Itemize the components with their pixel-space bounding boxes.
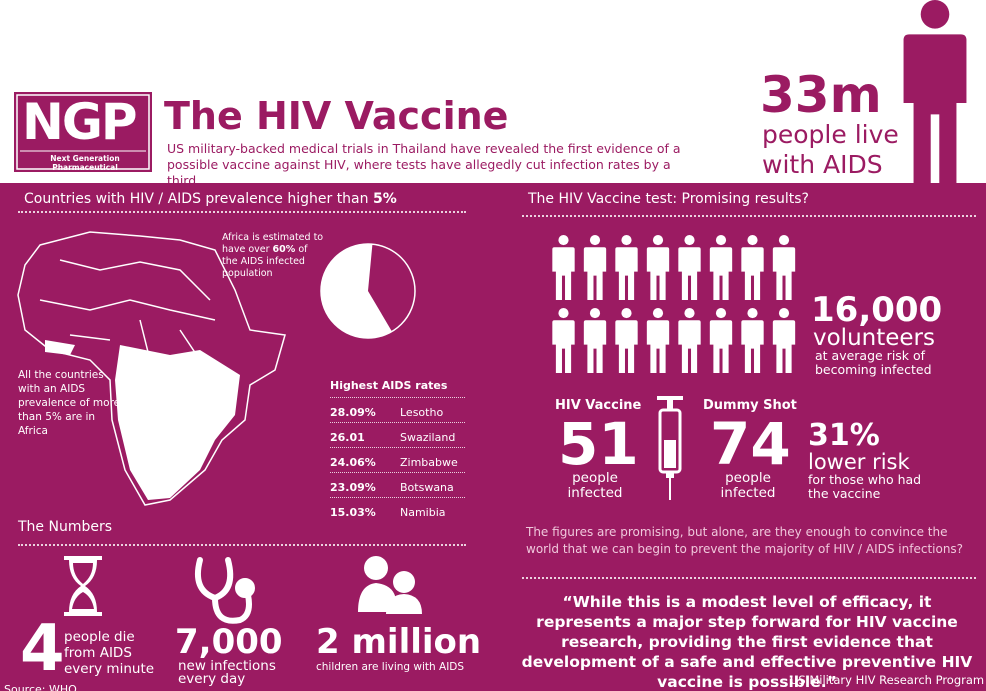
- map-note: All the countries with an AIDS prevalenc…: [18, 369, 121, 437]
- title: The HIV Vaccine: [164, 94, 509, 138]
- reduction-note: for those who had the vaccine: [808, 472, 922, 501]
- divider: [522, 215, 976, 217]
- big-person-icon: [903, 0, 967, 183]
- table-divider: [330, 422, 465, 423]
- subtitle: US military-backed medical trials in Tha…: [167, 141, 681, 188]
- divider: [522, 577, 976, 579]
- group-value: 51: [558, 410, 639, 478]
- quote: “While this is a modest level of efficac…: [521, 593, 973, 691]
- section-heading: The Numbers: [18, 519, 113, 535]
- stethoscope-icon: [194, 557, 255, 624]
- reduction-label: lower risk: [808, 450, 910, 474]
- group-label: people infected: [720, 470, 776, 501]
- divider: [18, 544, 466, 546]
- table-divider: [330, 397, 465, 398]
- children-icon: [358, 556, 422, 614]
- stat-line: people live: [762, 120, 899, 149]
- source: Source: WHO: [4, 683, 77, 691]
- stat-value: 33m: [760, 66, 882, 124]
- logo-box: [14, 92, 152, 172]
- rate-value: 15.03%: [330, 506, 376, 519]
- high-prevalence-region: [45, 340, 75, 355]
- group-value: 74: [710, 410, 791, 478]
- country-name: Swaziland: [400, 431, 456, 444]
- country-name: Botswana: [400, 481, 454, 494]
- syringe-icon: [657, 396, 683, 500]
- rate-value: 23.09%: [330, 481, 376, 494]
- section-heading: Countries with HIV / AIDS prevalence hig…: [24, 191, 397, 207]
- divider: [18, 211, 466, 213]
- country-name: Lesotho: [400, 406, 444, 419]
- logo-tagline: Next Generation Pharmaceutical: [50, 154, 120, 172]
- note-bold: 60%: [272, 244, 296, 255]
- number-value: 4: [20, 612, 65, 686]
- rate-value: 28.09%: [330, 406, 376, 419]
- stat-line: with AIDS: [762, 150, 883, 179]
- heading-bold: 5%: [372, 191, 397, 207]
- pie-note: Africa is estimated to have over 60% of …: [222, 232, 324, 280]
- pie-slice: [320, 244, 392, 338]
- country-name: Zimbabwe: [400, 456, 458, 469]
- heading-text: Countries with HIV / AIDS prevalence hig…: [24, 191, 373, 207]
- number-label: people die from AIDS every minute: [64, 629, 155, 677]
- logo-text: NGP: [22, 93, 138, 151]
- volunteers-note: at average risk of becoming infected: [815, 348, 932, 377]
- high-prevalence-region: [115, 345, 240, 500]
- table-divider: [330, 447, 465, 448]
- number-value: 2 million: [316, 622, 482, 662]
- number-label: children are living with AIDS: [316, 661, 465, 673]
- volunteers-label: volunteers: [813, 325, 935, 351]
- number-label: new infections every day: [178, 658, 276, 687]
- rate-value: 24.06%: [330, 456, 376, 469]
- group-title: Dummy Shot: [703, 398, 797, 413]
- country-name: Namibia: [400, 506, 446, 519]
- reduction-value: 31%: [808, 418, 880, 453]
- table-title: Highest AIDS rates: [330, 379, 448, 392]
- group-label: people infected: [567, 470, 623, 501]
- number-value: 7,000: [175, 622, 283, 662]
- note-text: Africa is estimated to have over: [222, 232, 324, 255]
- attribution: US Military HIV Research Program: [790, 673, 985, 687]
- group-title: HIV Vaccine: [555, 398, 642, 413]
- rate-value: 26.01: [330, 431, 365, 444]
- note-text: of the AIDS infected population: [222, 244, 308, 279]
- paragraph: The figures are promising, but alone, ar…: [526, 525, 964, 556]
- table-divider: [330, 497, 465, 498]
- logo-border: [16, 94, 150, 170]
- table-divider: [330, 472, 465, 473]
- volunteers-value: 16,000: [811, 290, 943, 330]
- section-heading: The HIV Vaccine test: Promising results?: [528, 191, 809, 207]
- hourglass-icon: [64, 556, 102, 616]
